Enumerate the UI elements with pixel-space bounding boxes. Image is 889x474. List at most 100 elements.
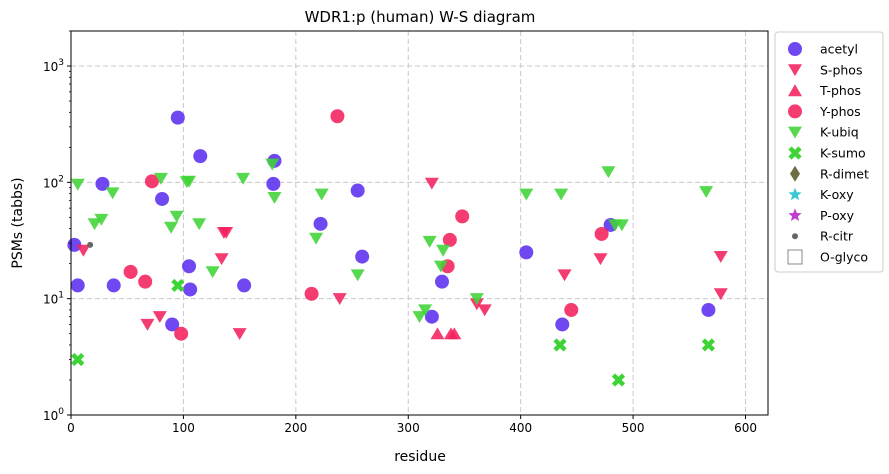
data-point-acetyl: [355, 249, 370, 264]
legend-marker-r-citr: [792, 233, 798, 240]
data-point-k-ubiq: [94, 213, 109, 226]
data-point-acetyl: [165, 317, 180, 332]
x-tick-label: 500: [622, 421, 645, 435]
data-point-k-ubiq: [554, 188, 569, 201]
data-point-s-phos: [76, 244, 91, 257]
data-point-s-phos: [557, 269, 572, 282]
data-point-acetyl: [519, 245, 534, 260]
data-point-acetyl: [266, 176, 281, 191]
data-point-y-phos: [330, 109, 345, 124]
data-point-s-phos: [232, 328, 247, 340]
data-point-y-phos: [144, 174, 159, 189]
data-point-k-sumo: [71, 352, 85, 367]
data-point-s-phos: [424, 177, 439, 190]
data-point-acetyl: [106, 278, 121, 293]
data-point-acetyl: [170, 110, 185, 125]
data-point-y-phos: [123, 264, 138, 279]
data-point-k-ubiq: [169, 210, 184, 223]
data-point-s-phos: [477, 304, 492, 317]
legend-label-s-phos: S-phos: [820, 62, 862, 77]
x-tick-label: 200: [284, 421, 307, 435]
legend-marker-r-dimet: [790, 165, 800, 182]
data-point-acetyl: [555, 317, 570, 332]
data-point-acetyl: [95, 176, 110, 191]
data-point-k-sumo: [611, 373, 626, 387]
data-point-t-phos: [447, 327, 462, 340]
legend-label-k-oxy: K-oxy: [820, 187, 854, 202]
data-point-acetyl: [313, 216, 328, 231]
y-tick-label: 101: [43, 291, 64, 307]
data-point-s-phos: [214, 253, 229, 266]
data-point-k-ubiq: [265, 158, 280, 171]
data-point-acetyl: [434, 274, 449, 289]
x-tick-label: 0: [67, 421, 75, 435]
x-axis-label: residue: [394, 449, 446, 465]
data-point-k-ubiq: [422, 235, 437, 248]
data-point-k-ubiq: [164, 221, 179, 234]
plot-frame: [70, 30, 769, 416]
legend-label-o-glyco: O-glyco: [820, 250, 868, 265]
legend-marker-acetyl: [788, 42, 802, 56]
legend-marker-s-phos: [788, 64, 802, 77]
data-point-k-sumo: [701, 338, 716, 352]
legend-marker-y-phos: [788, 104, 802, 119]
x-tick-label: 300: [397, 421, 420, 435]
plot-markers: [67, 109, 728, 387]
data-point-k-ubiq: [433, 260, 448, 273]
y-tick-label: 103: [43, 58, 64, 74]
data-point-r-citr: [87, 241, 94, 248]
data-point-k-ubiq: [182, 175, 197, 188]
legend-marker-k-ubiq: [788, 126, 802, 139]
legend-marker-p-oxy: [788, 208, 802, 222]
legend-marker-k-sumo: [788, 146, 802, 160]
data-point-acetyl: [183, 282, 198, 297]
data-point-y-phos: [174, 326, 189, 341]
data-point-k-ubiq: [436, 244, 451, 257]
data-point-y-phos: [455, 209, 470, 224]
data-point-k-ubiq: [267, 191, 282, 204]
data-point-k-ubiq: [309, 232, 324, 245]
legend-marker-k-oxy: [788, 187, 802, 201]
data-point-k-ubiq: [105, 187, 120, 200]
data-point-k-ubiq: [614, 219, 629, 232]
data-point-k-sumo: [553, 338, 567, 352]
legend: acetyl S-phos T-phos Y-phos K-ubiq K-sumo R-di…: [774, 31, 884, 273]
data-point-k-ubiq: [601, 166, 616, 179]
y-tick-label: 100: [43, 407, 64, 423]
x-tick-label: 600: [734, 421, 757, 435]
legend-marker-o-glyco: [787, 249, 803, 265]
data-point-k-ubiq: [418, 304, 433, 317]
data-point-y-phos: [304, 286, 319, 301]
data-point-k-ubiq: [70, 178, 85, 191]
data-point-k-ubiq: [412, 311, 427, 323]
legend-entries: acetyl S-phos T-phos Y-phos K-ubiq K-sumo R-di…: [787, 42, 869, 265]
legend-label-k-sumo: K-sumo: [820, 146, 866, 161]
legend-label-r-citr: R-citr: [820, 229, 854, 244]
data-point-y-phos: [564, 302, 579, 317]
data-point-y-phos: [138, 274, 153, 289]
data-point-t-phos: [430, 327, 445, 340]
data-point-k-ubiq: [192, 218, 207, 231]
data-point-s-phos: [152, 311, 167, 323]
data-point-k-ubiq: [205, 266, 220, 279]
x-tick-label: 400: [509, 421, 532, 435]
x-tick-label: 100: [172, 421, 195, 435]
data-point-k-ubiq: [87, 218, 102, 231]
data-point-acetyl: [237, 278, 252, 293]
legend-box: [774, 31, 884, 273]
legend-label-p-oxy: P-oxy: [820, 208, 855, 223]
data-point-k-ubiq: [519, 188, 534, 201]
chart-title: WDR1:p (human) W-S diagram: [305, 8, 536, 26]
legend-marker-t-phos: [788, 84, 802, 97]
data-point-s-phos: [713, 250, 728, 263]
data-point-acetyl: [182, 259, 197, 274]
legend-label-y-phos: Y-phos: [819, 104, 861, 119]
data-point-acetyl: [424, 309, 439, 324]
legend-label-k-ubiq: K-ubiq: [820, 125, 859, 140]
data-point-k-sumo: [171, 278, 185, 293]
y-tick-label: 102: [43, 174, 64, 190]
data-point-acetyl: [193, 149, 208, 164]
data-point-k-ubiq: [350, 269, 365, 282]
